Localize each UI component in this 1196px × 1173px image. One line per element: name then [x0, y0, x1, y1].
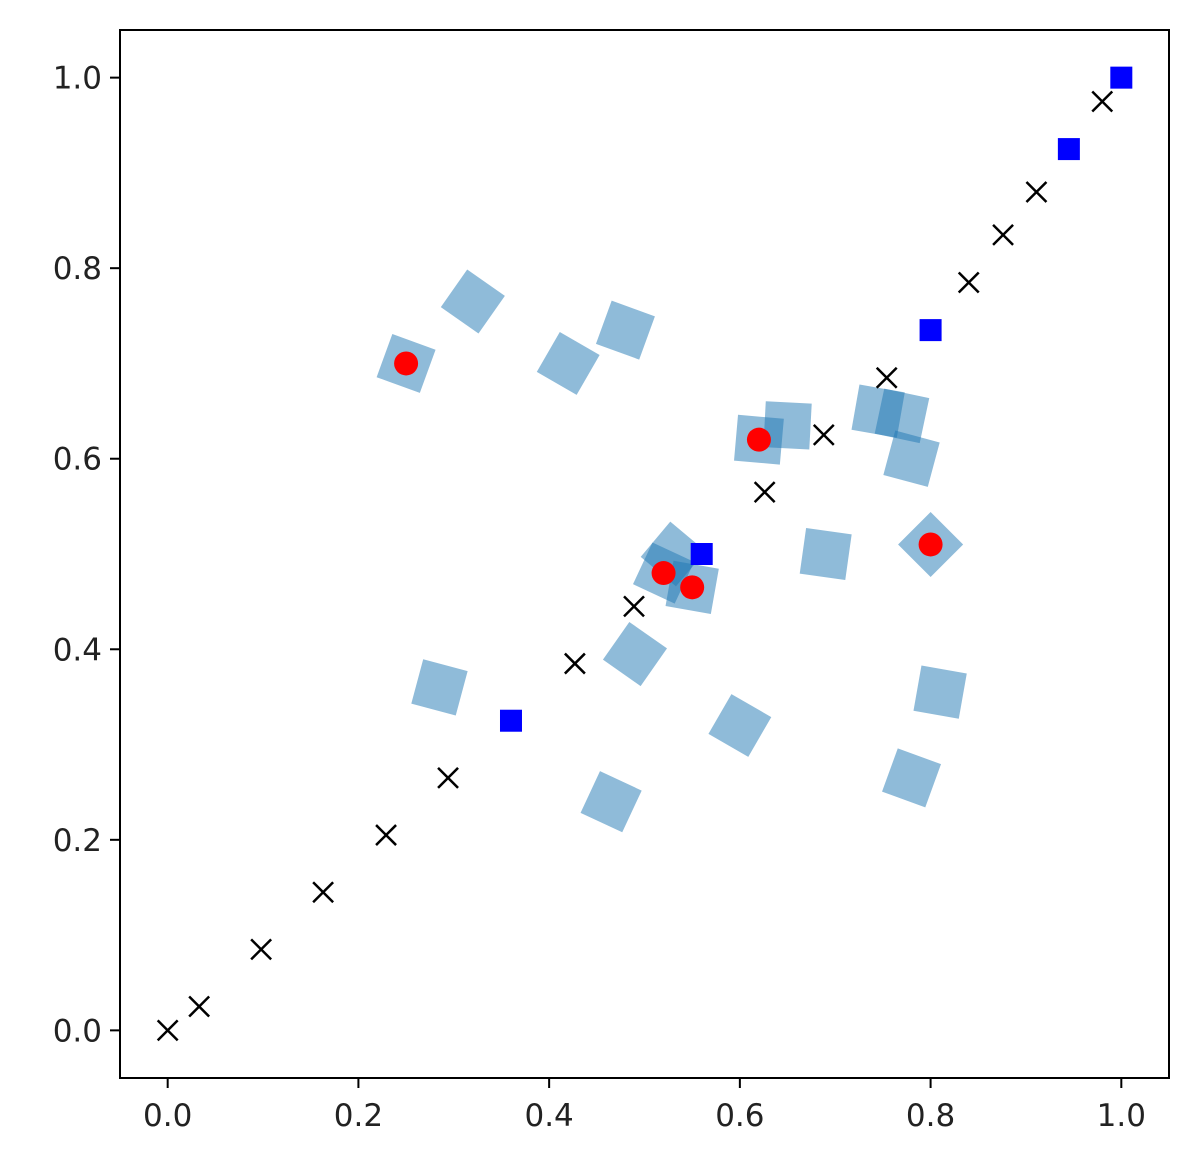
blue-square-marker — [919, 319, 942, 342]
y-tick-label: 0.8 — [53, 251, 102, 287]
red-dot-marker — [746, 427, 771, 452]
light-blue-square-marker — [883, 430, 940, 487]
x-marker — [564, 652, 586, 675]
blue-square-marker — [690, 543, 713, 565]
light-blue-square-marker — [708, 694, 772, 757]
x-tick-label: 0.6 — [715, 1098, 764, 1134]
x-tick-label: 0.2 — [334, 1098, 383, 1134]
x-marker — [623, 595, 645, 618]
plot-frame — [119, 29, 1170, 1079]
x-marker — [957, 271, 980, 294]
x-marker — [375, 824, 397, 846]
red-dot-marker — [651, 561, 676, 586]
x-marker — [753, 481, 776, 503]
light-blue-square-marker — [536, 332, 600, 395]
light-blue-square-marker — [913, 665, 967, 719]
light-blue-square-marker — [799, 528, 852, 580]
x-marker — [156, 1019, 179, 1042]
red-dots-layer — [394, 351, 943, 600]
light-blue-square-marker — [411, 659, 468, 716]
x-tick-label: 0.0 — [143, 1098, 192, 1134]
x-marker — [1091, 90, 1114, 113]
y-tick-label: 0.6 — [53, 442, 102, 478]
light-blue-square-marker — [595, 300, 655, 360]
red-dot-marker — [394, 351, 419, 376]
x-marker — [812, 424, 835, 446]
blue-square-marker — [499, 709, 522, 732]
x-marker — [437, 767, 459, 789]
light-blue-square-marker — [874, 388, 930, 444]
y-axis: 0.0 0.2 0.4 0.6 0.8 1.0 — [53, 61, 120, 1049]
y-tick-label: 1.0 — [53, 61, 102, 97]
blue-squares-layer — [499, 66, 1133, 732]
red-dot-marker — [680, 575, 705, 600]
x-marker — [312, 881, 335, 904]
y-tick-label: 0.2 — [53, 823, 102, 859]
y-tick-label: 0.0 — [53, 1013, 102, 1049]
light-blue-square-marker — [763, 401, 812, 450]
x-axis: 0.0 0.2 0.4 0.6 0.8 1.0 — [143, 1078, 1146, 1134]
x-tick-label: 1.0 — [1097, 1098, 1146, 1134]
blue-square-marker — [1057, 138, 1080, 161]
light-blue-square-marker — [580, 771, 642, 833]
light-blue-square-marker — [882, 748, 941, 808]
x-marker — [992, 223, 1014, 246]
x-marker — [1025, 181, 1048, 203]
blue-square-marker — [1110, 66, 1133, 89]
x-tick-label: 0.4 — [524, 1098, 573, 1134]
y-tick-label: 0.4 — [53, 632, 102, 668]
light-blue-square-marker — [440, 269, 505, 334]
light-blue-square-marker — [602, 622, 667, 687]
x-markers-layer — [156, 90, 1114, 1042]
x-marker — [188, 995, 211, 1018]
x-marker — [875, 366, 898, 389]
x-marker — [250, 938, 273, 961]
x-tick-label: 0.8 — [906, 1098, 955, 1134]
red-dot-marker — [918, 532, 943, 557]
